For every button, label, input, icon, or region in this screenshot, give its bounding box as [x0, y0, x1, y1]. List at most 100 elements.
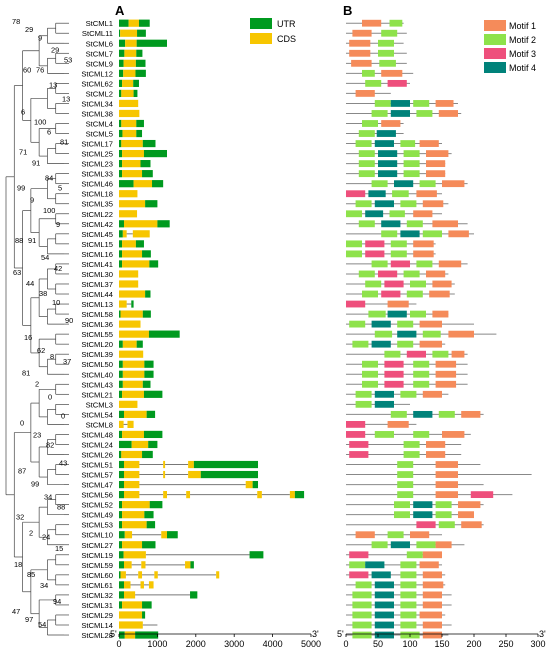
- gene-structure-row: [119, 480, 259, 489]
- cds-block: [122, 430, 144, 439]
- gene-structure-row: [119, 160, 151, 168]
- motif-3-block: [384, 370, 404, 378]
- bootstrap-value: 78: [12, 17, 20, 26]
- cds-block: [185, 561, 191, 569]
- motif-2-block: [435, 501, 452, 509]
- motif-row: [346, 320, 474, 328]
- motif-row: [346, 180, 468, 188]
- utr-block: [137, 29, 146, 37]
- bootstrap-value: 8: [50, 352, 54, 361]
- motif-2-block: [400, 621, 417, 629]
- gene-structure-row: [119, 360, 154, 368]
- gene-structure-row: [119, 430, 163, 439]
- motif-2-block: [390, 240, 407, 248]
- motif-1-block: [422, 601, 442, 609]
- gene-structure-row: [119, 170, 153, 178]
- motif-1-block: [426, 441, 446, 448]
- utr-block: [119, 119, 122, 128]
- utr-block: [149, 501, 163, 509]
- utr-block: [193, 460, 259, 469]
- motif-4-block: [413, 501, 433, 509]
- motif-4-block: [390, 541, 410, 549]
- gene-structure-row: [119, 139, 156, 148]
- cds-block: [119, 99, 139, 108]
- motif-row: [346, 19, 404, 27]
- utr-block: [200, 470, 259, 479]
- motif-row: [346, 471, 532, 478]
- motif-row: [346, 190, 442, 198]
- gene-structure-row: [119, 49, 143, 57]
- gene-structure-panel: [119, 19, 305, 639]
- motif-2-block: [355, 581, 372, 589]
- panel-a-axis-3prime: 3': [312, 629, 319, 639]
- motif-row: [346, 340, 446, 348]
- gene-name-label: StCML59: [81, 561, 113, 570]
- gene-structure-row: [119, 79, 139, 87]
- motif-2-block: [416, 260, 433, 268]
- motif-2-block: [400, 561, 417, 569]
- motif-4-block: [390, 100, 410, 107]
- motif-2-block: [362, 380, 378, 388]
- motif-2-block: [362, 290, 378, 298]
- legend-utr-label: UTR: [277, 19, 296, 29]
- cds-block: [119, 350, 144, 358]
- motif-row: [346, 29, 407, 37]
- motif-row: [346, 360, 468, 368]
- motif-2-block: [358, 160, 375, 168]
- motif-1-block: [426, 150, 449, 157]
- cds-block: [188, 470, 201, 479]
- motif-2-block: [346, 210, 362, 218]
- motif-1-block: [422, 591, 442, 599]
- gene-structure-row: [119, 571, 220, 579]
- bootstrap-value: 0: [20, 418, 24, 427]
- cds-block: [188, 460, 194, 469]
- utr-block: [135, 240, 144, 248]
- cds-block: [141, 561, 146, 569]
- utr-block: [146, 521, 156, 529]
- motif-4-block: [374, 200, 394, 208]
- bootstrap-value: 100: [34, 118, 46, 127]
- cds-block: [120, 571, 126, 579]
- motif-4-block: [368, 190, 386, 198]
- utr-block: [143, 430, 163, 439]
- motif-row: [346, 300, 417, 308]
- motif-row: [346, 561, 442, 569]
- motif-2-block: [352, 591, 372, 599]
- gene-structure-row: [119, 210, 138, 218]
- utr-block: [136, 39, 167, 47]
- utr-block: [119, 450, 122, 459]
- utr-block: [143, 149, 167, 158]
- motif-2-block: [389, 19, 403, 27]
- gene-structure-row: [119, 320, 141, 328]
- utr-block: [252, 480, 259, 489]
- legend-motif3-label: Motif 3: [509, 49, 536, 59]
- motif-1-block: [422, 551, 442, 559]
- utr-block: [119, 360, 123, 368]
- motif-3-block: [416, 521, 436, 529]
- gene-structure-row: [119, 440, 158, 449]
- bootstrap-value: 2: [29, 529, 33, 538]
- cds-block: [119, 280, 139, 288]
- cds-block: [119, 109, 140, 118]
- gene-structure-row: [119, 370, 154, 378]
- utr-block: [136, 49, 143, 57]
- bootstrap-value: 54: [38, 620, 46, 629]
- utr-block: [119, 491, 124, 499]
- utr-block: [119, 69, 124, 77]
- cds-block: [119, 400, 138, 408]
- gene-name-label: StCML25: [81, 150, 113, 159]
- motif-1-block: [416, 190, 437, 198]
- motif-2-block: [352, 611, 372, 619]
- gene-structure-row: [119, 611, 146, 619]
- gene-structure-row: [119, 230, 150, 238]
- gene-name-label: StCML15: [81, 240, 113, 249]
- bootstrap-value: 38: [39, 289, 47, 298]
- motif-2-block: [413, 380, 430, 388]
- motif-2-block: [403, 441, 420, 448]
- utr-block: [157, 220, 170, 228]
- bootstrap-value: 99: [17, 184, 25, 193]
- cds-block: [123, 220, 158, 228]
- bootstrap-value: 84: [45, 174, 53, 183]
- bootstrap-value: 62: [37, 346, 45, 355]
- legend-motif3-swatch: [484, 48, 506, 59]
